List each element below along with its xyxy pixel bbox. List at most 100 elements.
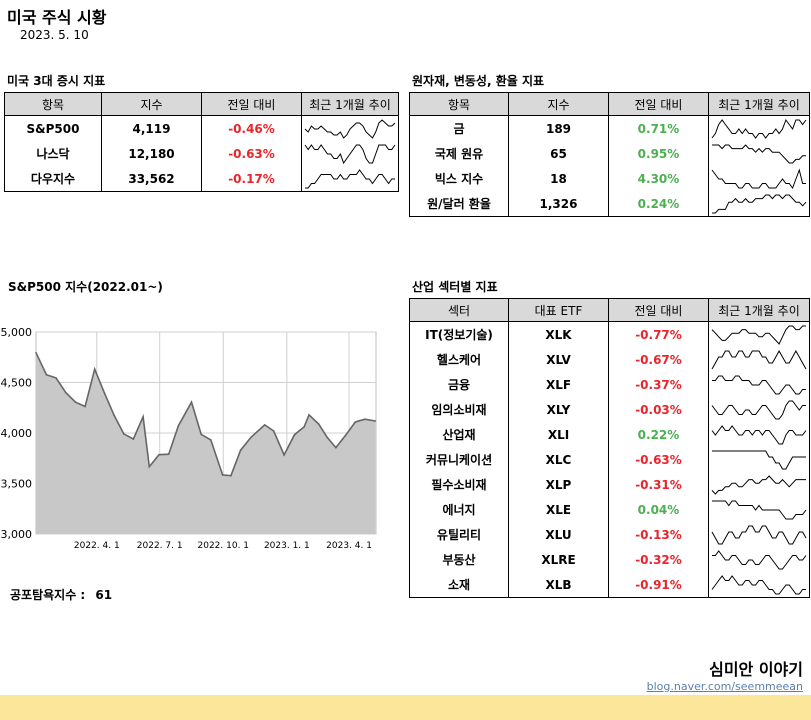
sparkline-path [305,168,395,188]
data-point [308,414,310,416]
trend-sparkline [712,500,807,519]
daily-change: -0.32% [608,547,709,572]
sector-name: 소재 [409,572,509,598]
trend-sparkline [711,167,806,189]
data-point [335,446,337,449]
col-header-change: 전일 대비 [608,298,709,322]
etf-ticker: XLU [508,522,609,547]
col-header-etf: 대표 ETF [508,298,609,322]
daily-change: -0.63% [201,141,302,166]
sector-name: IT(정보기술) [409,321,509,347]
x-tick-label: 2023. 4. 1 [326,541,372,551]
data-point [221,474,224,476]
item-name: 다우지수 [4,166,102,192]
col-header-sector: 섹터 [409,298,509,322]
index-value: 65 [508,141,609,166]
data-point [93,368,96,370]
trend-cell [708,447,810,472]
trend-sparkline [712,194,807,213]
y-tick-label: 4,000 [1,427,33,440]
etf-ticker: XLP [508,472,609,497]
data-point [317,423,320,425]
data-point [293,433,296,436]
daily-change: -0.37% [608,372,709,397]
table-row: 부동산 XLRE -0.32% [409,547,810,572]
data-point [158,453,160,456]
indices-section-title: 미국 3대 증시 지표 [7,74,106,88]
data-point [250,436,252,439]
sparkline-path [712,194,807,213]
item-name: S&P500 [4,115,102,141]
data-point [148,465,151,468]
table-row: 커뮤니케이션 XLC -0.63% [409,447,810,472]
col-header-value: 지수 [508,92,609,116]
trend-cell [708,115,810,141]
index-value: 12,180 [101,141,202,166]
trend-sparkline [711,474,806,495]
trend-cell [708,522,810,547]
item-name: 원/달러 환율 [409,191,509,217]
data-point [326,437,329,439]
sparkline-path [711,525,807,544]
trend-sparkline [304,118,396,139]
trend-cell [708,166,810,191]
data-point [283,454,285,456]
y-tick-label: 3,500 [1,478,33,491]
trend-cell [708,191,810,217]
table-row: 유틸리티 XLU -0.13% [409,522,810,547]
data-point [230,474,232,477]
data-point [303,426,305,428]
sp500-area [36,352,376,534]
data-point [84,405,86,408]
etf-ticker: XLRE [508,547,609,572]
table-row: 빅스 지수 18 4.30% [409,166,810,191]
sectors-table: 섹터 대표 ETF 전일 대비 최근 1개월 추이 IT(정보기술) XLK -0.… [409,298,810,598]
data-point [200,433,202,436]
etf-ticker: XLY [508,397,609,422]
x-tick-label: 2022. 4. 1 [74,541,120,551]
sparkline-path [711,400,806,419]
index-value: 33,562 [101,166,202,192]
data-point [344,434,347,437]
trend-cell [708,472,810,497]
x-tick-label: 2022. 7. 1 [137,541,183,551]
etf-ticker: XLV [508,347,609,372]
sectors-section-title: 산업 섹터별 지표 [412,280,498,294]
trend-sparkline [712,549,807,569]
table-row: IT(정보기술) XLK -0.77% [409,321,810,347]
sparkline-path [304,143,396,164]
trend-cell [708,397,810,422]
index-value: 189 [508,115,609,141]
table-row: 에너지 XLE 0.04% [409,497,810,522]
sparkline-path [711,474,806,495]
sparkline-path [711,349,807,369]
data-point [364,418,366,420]
daily-change: -0.03% [608,397,709,422]
data-point [64,391,67,394]
data-point [239,449,242,451]
trend-sparkline [712,450,806,469]
blog-link[interactable]: blog.naver.com/seemmeean [646,680,803,693]
sparkline-path [711,325,806,345]
trend-sparkline [711,525,807,544]
report-date: 2023. 5. 10 [20,28,89,42]
table-row: 임의소비재 XLY -0.03% [409,397,810,422]
daily-change: -0.63% [608,447,709,472]
daily-change: -0.67% [608,347,709,372]
sparkline-path [712,143,806,163]
table-row: 다우지수 33,562 -0.17% [4,166,399,192]
sp500-line [35,352,376,477]
table-row: S&P500 4,119 -0.46% [4,115,399,141]
item-name: 빅스 지수 [409,166,509,191]
sp500-chart-title: S&P500 지수(2022.01~) [8,280,163,294]
sparkline-path [712,450,806,469]
fear-greed: 공포탐욕지수 : 61 [10,586,112,603]
daily-change: -0.13% [608,522,709,547]
commodities-table: 항목 지수 전일 대비 최근 1개월 추이 금 189 0.71% 국제 원유 65 0.… [409,92,810,217]
sparkline-path [304,118,396,139]
y-tick-label: 4,500 [1,377,33,390]
data-point [263,424,266,426]
x-tick-label: 2023. 1. 1 [264,541,310,551]
trend-cell [708,321,810,347]
daily-change: -0.77% [608,321,709,347]
